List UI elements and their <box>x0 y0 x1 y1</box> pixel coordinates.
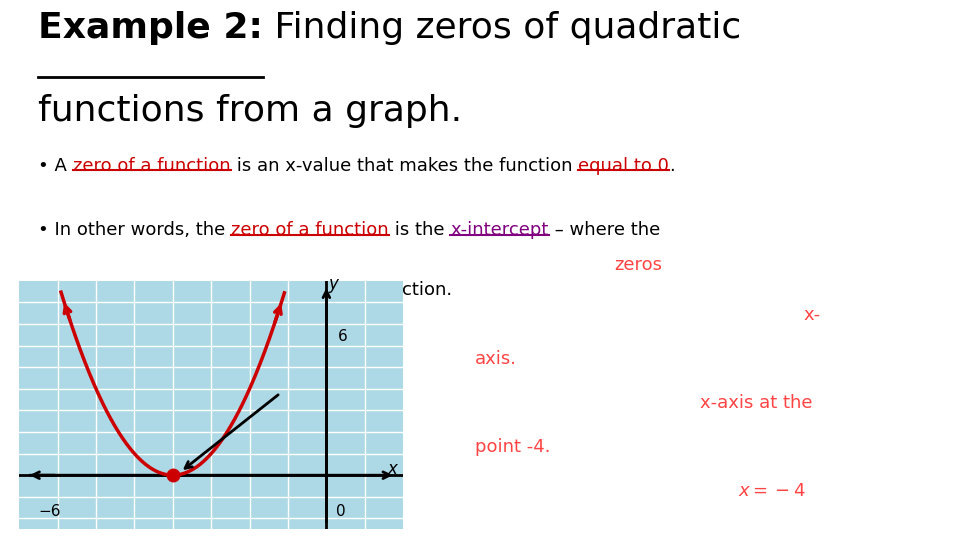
Text: 1. To see what the: 1. To see what the <box>444 255 613 273</box>
Text: functions from a graph.: functions from a graph. <box>38 94 463 128</box>
Text: 2. The parabola crosses the: 2. The parabola crosses the <box>444 394 700 412</box>
Text: 6: 6 <box>338 329 348 345</box>
Text: y: y <box>328 275 338 293</box>
Text: x-intercept: x-intercept <box>450 221 549 239</box>
Text: 0: 0 <box>336 504 346 519</box>
Text: x-axis at the: x-axis at the <box>700 394 812 412</box>
Text: point -4.: point -4. <box>475 438 551 456</box>
Text: – where the: – where the <box>549 221 660 239</box>
Text: Finding zeros of quadratic: Finding zeros of quadratic <box>263 11 741 45</box>
Text: see where the parabola crosses the: see where the parabola crosses the <box>475 306 804 323</box>
Text: zeros: zeros <box>613 255 661 273</box>
Text: axis.: axis. <box>475 350 517 368</box>
Text: x: x <box>388 460 397 478</box>
Text: • In other words, the: • In other words, the <box>38 221 231 239</box>
Text: is the: is the <box>389 221 450 239</box>
Text: graph crosses the x-axis – of the function.: graph crosses the x-axis – of the functi… <box>75 281 452 299</box>
Text: .: . <box>669 157 675 174</box>
Text: • A: • A <box>38 157 73 174</box>
Text: 3. So, the zero of the function is: 3. So, the zero of the function is <box>444 482 737 500</box>
Text: zero of a function: zero of a function <box>231 221 389 239</box>
Text: x-: x- <box>804 306 820 323</box>
Text: zero of a function: zero of a function <box>73 157 230 174</box>
Text: Example 2:: Example 2: <box>38 11 263 45</box>
Text: −6: −6 <box>38 504 61 519</box>
Text: is an x-value that makes the function: is an x-value that makes the function <box>230 157 578 174</box>
Text: equal to 0: equal to 0 <box>578 157 669 174</box>
Text: $x = -4$: $x = -4$ <box>737 482 805 500</box>
Text: $y = x^2 + 8x + 16$: $y = x^2 + 8x + 16$ <box>489 199 644 225</box>
Text: are in the graph,: are in the graph, <box>661 255 819 273</box>
